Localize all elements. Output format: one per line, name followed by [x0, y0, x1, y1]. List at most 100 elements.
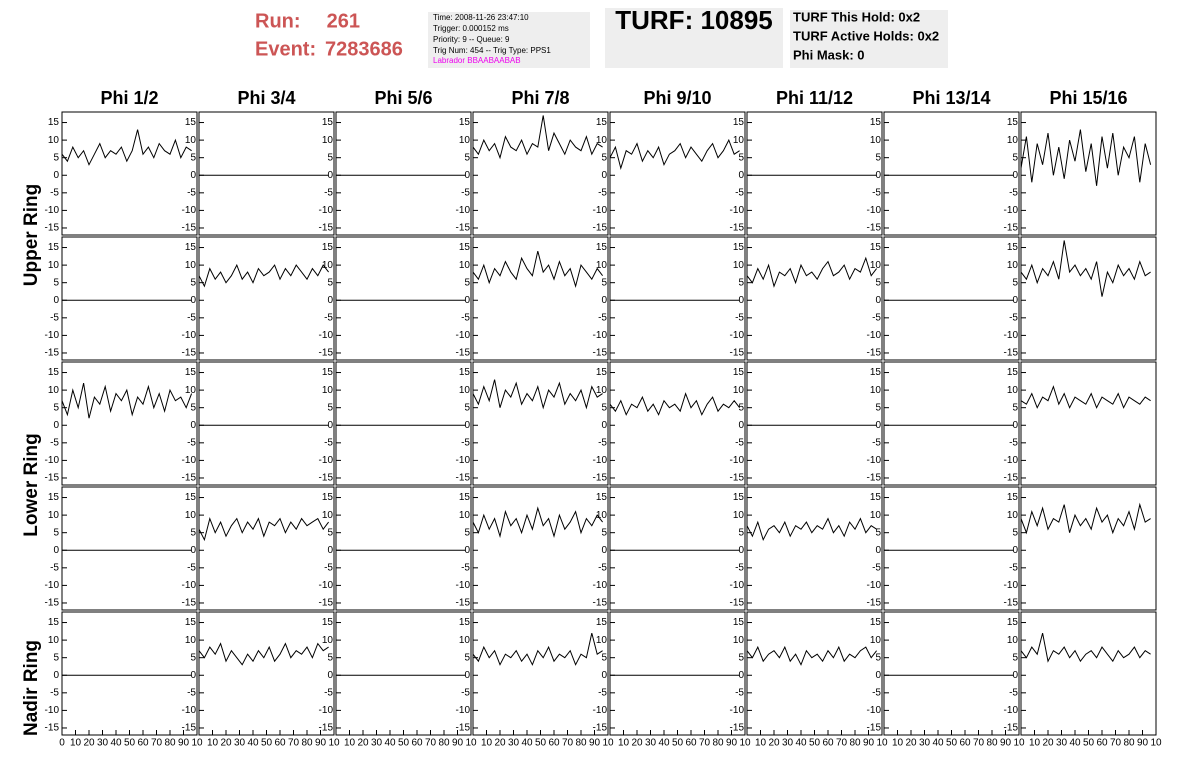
y-tick-label: -10 — [730, 455, 745, 466]
y-tick-label: 10 — [185, 135, 197, 146]
y-tick-label: 15 — [870, 617, 882, 628]
y-tick-label: -10 — [182, 205, 197, 216]
panel-frame — [472, 111, 609, 236]
y-tick-label: 15 — [185, 617, 197, 628]
y-tick-label: -10 — [456, 205, 471, 216]
x-tick-label: 70 — [425, 738, 437, 749]
y-tick-label: -10 — [1004, 205, 1019, 216]
y-tick-label: 0 — [327, 545, 333, 556]
panel-frame — [746, 486, 883, 611]
y-tick-label: 15 — [185, 117, 197, 128]
y-tick-label: -10 — [593, 205, 608, 216]
y-tick-label: -10 — [319, 330, 334, 341]
panel-frame — [1020, 486, 1157, 611]
x-tick-label: 80 — [1123, 738, 1135, 749]
panel-frame — [61, 361, 198, 486]
y-tick-label: 15 — [459, 617, 471, 628]
panel-frame — [1020, 111, 1157, 236]
x-tick-label: 90 — [1000, 738, 1012, 749]
y-tick-label: -15 — [730, 473, 745, 484]
y-tick-label: -5 — [735, 687, 744, 698]
y-tick-label: -10 — [319, 705, 334, 716]
y-tick-label: -15 — [319, 223, 334, 234]
y-tick-label: -15 — [456, 223, 471, 234]
column-title: Phi 13/14 — [912, 88, 990, 108]
y-tick-label: -5 — [461, 312, 470, 323]
y-tick-label: -15 — [456, 473, 471, 484]
turf-info: Phi Mask: 0 — [793, 47, 865, 62]
x-tick-label: 20 — [494, 738, 506, 749]
x-tick-label: 90 — [589, 738, 601, 749]
y-tick-label: 15 — [322, 617, 334, 628]
y-tick-label: 10 — [596, 635, 608, 646]
turf: TURF: 10895 — [615, 5, 773, 35]
y-tick-label: 10 — [185, 385, 197, 396]
waveform — [198, 642, 329, 666]
x-tick-label: 40 — [247, 738, 259, 749]
y-tick-label: 10 — [733, 260, 745, 271]
x-tick-label: 80 — [575, 738, 587, 749]
panel-frame — [335, 236, 472, 361]
y-tick-label: 5 — [601, 152, 607, 163]
x-tick-label: 60 — [137, 738, 149, 749]
x-tick-label: 90 — [726, 738, 738, 749]
y-tick-label: -5 — [50, 562, 59, 573]
y-tick-label: -5 — [324, 187, 333, 198]
y-tick-label: -15 — [319, 598, 334, 609]
y-tick-label: -5 — [50, 687, 59, 698]
y-tick-label: -15 — [182, 348, 197, 359]
y-tick-label: 10 — [1007, 635, 1019, 646]
y-tick-label: -10 — [182, 455, 197, 466]
y-tick-label: 15 — [733, 367, 745, 378]
y-tick-label: -5 — [324, 437, 333, 448]
panel-frame — [746, 236, 883, 361]
y-tick-label: 15 — [733, 242, 745, 253]
y-tick-label: -10 — [1004, 455, 1019, 466]
y-tick-label: 5 — [738, 527, 744, 538]
x-tick-label: 20 — [1042, 738, 1054, 749]
waveform — [472, 632, 603, 666]
row-title: Lower Ring — [21, 433, 42, 536]
y-tick-label: 15 — [733, 492, 745, 503]
panel-frame — [883, 611, 1020, 736]
x-tick-label: 20 — [905, 738, 917, 749]
x-tick-label: 70 — [288, 738, 300, 749]
y-tick-label: 5 — [464, 277, 470, 288]
y-tick-label: 0 — [738, 170, 744, 181]
y-tick-label: 15 — [733, 617, 745, 628]
y-tick-label: -10 — [45, 455, 60, 466]
panel-frame — [883, 111, 1020, 236]
y-tick-label: 15 — [596, 367, 608, 378]
y-tick-label: -15 — [593, 598, 608, 609]
x-tick-label: 20 — [631, 738, 643, 749]
waveform — [1020, 240, 1151, 297]
y-tick-label: 0 — [1012, 420, 1018, 431]
x-tick-label: 50 — [946, 738, 958, 749]
x-tick-label: 60 — [959, 738, 971, 749]
y-tick-label: 5 — [53, 152, 59, 163]
y-tick-label: 10 — [733, 135, 745, 146]
x-tick-label: 80 — [849, 738, 861, 749]
y-tick-label: 15 — [1007, 617, 1019, 628]
column-title: Phi 3/4 — [237, 88, 295, 108]
y-tick-label: 15 — [1007, 492, 1019, 503]
x-tick-label: 10 — [328, 738, 340, 749]
x-tick-label: 40 — [384, 738, 396, 749]
x-tick-label: 40 — [658, 738, 670, 749]
y-tick-label: 0 — [464, 170, 470, 181]
y-tick-label: -10 — [45, 330, 60, 341]
panel-frame — [1020, 361, 1157, 486]
y-tick-label: -5 — [598, 312, 607, 323]
y-tick-label: -10 — [867, 205, 882, 216]
y-tick-label: 15 — [596, 242, 608, 253]
x-tick-label: 90 — [863, 738, 875, 749]
y-tick-label: -10 — [593, 580, 608, 591]
waveform — [472, 250, 603, 289]
x-tick-label: 90 — [178, 738, 190, 749]
y-tick-label: -10 — [182, 580, 197, 591]
y-tick-label: 10 — [185, 510, 197, 521]
panel-frame — [198, 361, 335, 486]
y-tick-label: 0 — [53, 545, 59, 556]
x-tick-label: 10 — [344, 738, 356, 749]
